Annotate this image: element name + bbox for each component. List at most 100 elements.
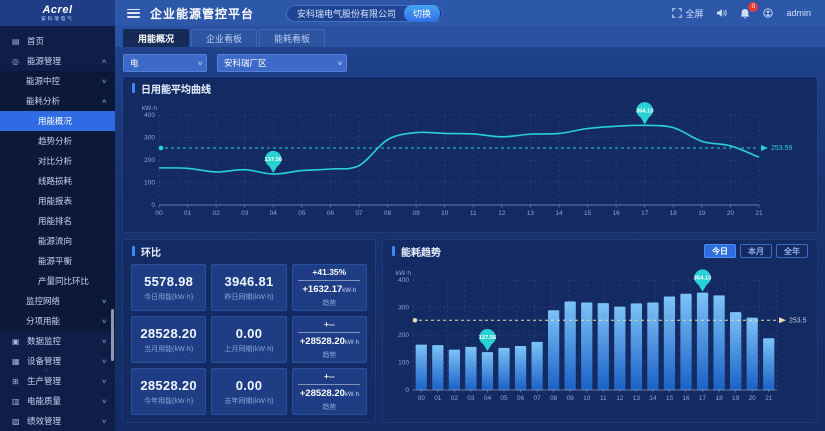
svg-text:15: 15: [584, 210, 592, 217]
range-button-今日[interactable]: 今日: [704, 244, 736, 258]
sidebar-item-绩效管理[interactable]: ▧ 绩效管理 ∨: [0, 411, 115, 431]
range-button-全年[interactable]: 全年: [776, 244, 808, 258]
sidebar-item-分项用能[interactable]: 分项用能 ∨: [0, 311, 115, 331]
metric-tile: 3946.81 昨日同期(kW·h): [211, 264, 287, 311]
svg-text:kW·h: kW·h: [396, 270, 412, 277]
svg-text:07: 07: [533, 395, 541, 402]
metric-value: 28528.20: [140, 377, 197, 393]
sidebar-item-label: 监控网络: [26, 296, 61, 306]
user-button[interactable]: [763, 8, 774, 18]
sidebar-item-label: 电能质量: [27, 396, 62, 406]
range-button-本月[interactable]: 本月: [740, 244, 772, 258]
sidebar-item-label: 设备管理: [27, 356, 62, 366]
sidebar-item-能耗分析[interactable]: 能耗分析 ∧: [0, 91, 115, 111]
notification-badge: 0: [748, 1, 759, 12]
sidebar-item-趋势分析[interactable]: 趋势分析: [0, 131, 115, 151]
sidebar-item-label: 线路损耗: [38, 176, 73, 186]
sidebar: ▤ 首页 ◎ 能源管理 ∧ 能源中控 ∨ 能耗分析 ∧ 用能概况 趋势分析 对比分析 线路损耗 用能报表用…: [0, 26, 115, 431]
chevron-down-icon: ∨: [336, 60, 344, 67]
svg-text:0: 0: [151, 202, 155, 209]
company-name: 安科瑞电气股份有限公司: [297, 8, 397, 19]
trend-percent: +41.35%: [312, 267, 347, 277]
svg-text:01: 01: [184, 210, 192, 217]
svg-text:09: 09: [567, 395, 575, 402]
volume-button[interactable]: [716, 8, 728, 18]
sidebar-scrollbar[interactable]: [111, 309, 114, 361]
trend-title: 能耗趋势: [401, 247, 441, 259]
metric-value: 3946.81: [224, 273, 274, 289]
comparison-panel: 环比 5578.98 今日用能(kW·h) 3946.81 昨日同期(kW·h) +41…: [123, 240, 375, 422]
sidebar-item-label: 生产管理: [27, 376, 62, 386]
logo-text: Acrel: [42, 3, 73, 16]
metric-label: 当月用能(kW·h): [144, 345, 194, 353]
metric-value: 5578.98: [144, 273, 194, 289]
sidebar-item-生产管理[interactable]: ⊞ 生产管理 ∨: [0, 371, 115, 391]
user-circle-icon: [763, 8, 774, 18]
svg-text:16: 16: [682, 395, 690, 402]
energy-icon: ◎: [12, 56, 19, 66]
svg-text:17: 17: [641, 210, 649, 217]
tab-企业看板[interactable]: 企业看板: [191, 29, 258, 47]
trend-percent: +--: [324, 319, 335, 329]
svg-text:04: 04: [270, 210, 278, 217]
fullscreen-icon: [672, 8, 683, 18]
svg-text:11: 11: [600, 395, 607, 402]
svg-text:19: 19: [732, 395, 740, 402]
svg-text:05: 05: [298, 210, 306, 217]
svg-text:200: 200: [398, 332, 409, 339]
filter-select-2[interactable]: 安科瑞厂区 ∨: [217, 54, 347, 72]
sidebar-item-能源平衡[interactable]: 能源平衡: [0, 251, 115, 271]
sidebar-item-用能概况[interactable]: 用能概况: [0, 111, 115, 131]
sidebar-item-label: 产量同比环比: [38, 276, 90, 286]
filter-select-1[interactable]: 电 ∨: [123, 54, 207, 72]
sidebar-item-能源管理[interactable]: ◎ 能源管理 ∧: [0, 51, 115, 71]
sidebar-item-用能报表[interactable]: 用能报表: [0, 191, 115, 211]
sidebar-item-数据监控[interactable]: ▣ 数据监控 ∨: [0, 331, 115, 351]
trend-label: 趋势: [322, 352, 337, 359]
svg-text:01: 01: [434, 395, 442, 402]
tab-用能概况[interactable]: 用能概况: [123, 29, 190, 47]
svg-text:253.59: 253.59: [771, 145, 793, 152]
svg-text:18: 18: [715, 395, 723, 402]
svg-text:300: 300: [144, 135, 155, 142]
sidebar-item-设备管理[interactable]: ▦ 设备管理 ∨: [0, 351, 115, 371]
svg-text:10: 10: [441, 210, 449, 217]
sidebar-item-label: 对比分析: [38, 156, 73, 166]
svg-text:400: 400: [144, 112, 155, 119]
trend-tile: +41.35% +1632.17kW·h 趋势: [291, 264, 367, 311]
sidebar-item-电能质量[interactable]: ▥ 电能质量 ∨: [0, 391, 115, 411]
metric-tile: 5578.98 今日用能(kW·h): [131, 264, 207, 311]
tab-能耗看板[interactable]: 能耗看板: [259, 29, 326, 47]
sidebar-item-对比分析[interactable]: 对比分析: [0, 151, 115, 171]
sidebar-item-label: 趋势分析: [38, 136, 73, 146]
sidebar-item-产量同比环比[interactable]: 产量同比环比: [0, 271, 115, 291]
notifications-button[interactable]: 0: [740, 1, 759, 19]
username[interactable]: admin: [786, 8, 811, 18]
sidebar-item-监控网络[interactable]: 监控网络 ∨: [0, 291, 115, 311]
trend-tile: +-- +28528.20kW·h 趋势: [291, 316, 367, 363]
sidebar-item-首页[interactable]: ▤ 首页: [0, 31, 115, 51]
fullscreen-button[interactable]: 全屏: [672, 7, 703, 20]
sidebar-item-label: 能源中控: [26, 76, 61, 86]
svg-text:08: 08: [550, 395, 558, 402]
sidebar-item-用能排名[interactable]: 用能排名: [0, 211, 115, 231]
trend-delta: +28528.20kW·h: [299, 336, 359, 347]
svg-text:100: 100: [144, 180, 155, 187]
menu-collapse-icon[interactable]: [127, 8, 140, 18]
svg-text:19: 19: [698, 210, 706, 217]
sidebar-item-线路损耗[interactable]: 线路损耗: [0, 171, 115, 191]
sidebar-item-能源流向[interactable]: 能源流向: [0, 231, 115, 251]
chevron-up-icon: ∧: [100, 58, 107, 65]
power-quality-icon: ▥: [12, 396, 20, 406]
device-icon: ▦: [12, 356, 20, 366]
sidebar-item-label: 用能概况: [38, 116, 73, 126]
sidebar-item-能源中控[interactable]: 能源中控 ∨: [0, 71, 115, 91]
chevron-down-icon: ∨: [100, 378, 107, 385]
svg-text:0: 0: [405, 387, 409, 394]
volume-icon: [717, 9, 728, 17]
switch-company-button[interactable]: 切换: [404, 4, 441, 22]
metric-tile: 28528.20 当月用能(kW·h): [131, 316, 207, 363]
